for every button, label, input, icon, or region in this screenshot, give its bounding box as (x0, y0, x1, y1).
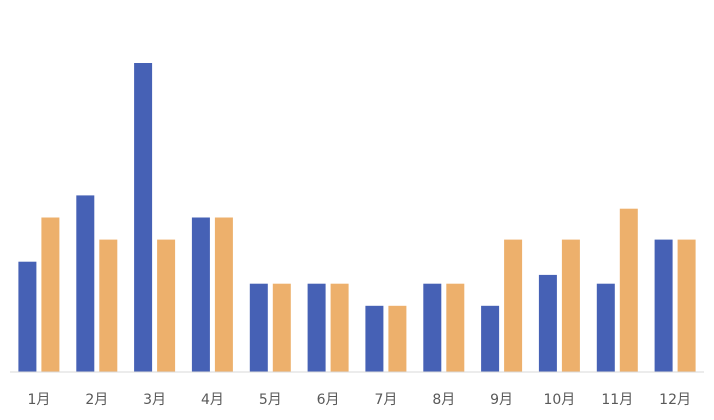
bar-series-2-11 (619, 208, 638, 372)
bar-series-1-10 (538, 274, 557, 372)
x-tick-label: 7月 (374, 392, 397, 408)
x-axis-ticks: 1月 2月 3月 4月 5月 6月 7月 8月 9月 10月 11月 12月 (27, 392, 691, 408)
bar-series-1-3 (134, 63, 153, 372)
x-tick-label: 10月 (543, 392, 575, 408)
bar-series-2-5 (272, 283, 291, 372)
x-tick-label: 6月 (317, 392, 340, 408)
bar-series-1-2 (76, 195, 95, 372)
bar-series-1-5 (249, 283, 268, 372)
bar-series-1-11 (596, 283, 615, 372)
bar-series-2-10 (561, 239, 580, 372)
bar-series-1-6 (307, 283, 326, 372)
bar-series-2-1 (41, 217, 60, 372)
x-tick-label: 4月 (201, 392, 224, 408)
bars-layer (18, 63, 696, 372)
bar-series-1-1 (18, 261, 37, 372)
x-tick-label: 3月 (143, 392, 166, 408)
x-tick-label: 8月 (432, 392, 455, 408)
bar-series-1-4 (191, 217, 210, 372)
x-tick-label: 5月 (259, 392, 282, 408)
bar-series-2-9 (504, 239, 523, 372)
x-tick-label: 11月 (601, 392, 633, 408)
bar-series-1-9 (481, 305, 500, 372)
bar-series-2-4 (214, 217, 233, 372)
bar-series-2-2 (99, 239, 118, 372)
bar-series-2-3 (157, 239, 176, 372)
bar-series-1-8 (423, 283, 442, 372)
bar-series-2-6 (330, 283, 349, 372)
x-tick-label: 2月 (85, 392, 108, 408)
bar-series-2-7 (388, 305, 407, 372)
bar-series-2-8 (446, 283, 465, 372)
bar-series-1-12 (654, 239, 673, 372)
bar-series-2-12 (677, 239, 696, 372)
x-tick-label: 12月 (659, 392, 691, 408)
x-tick-label: 1月 (27, 392, 50, 408)
bar-series-1-7 (365, 305, 384, 372)
x-tick-label: 9月 (490, 392, 513, 408)
